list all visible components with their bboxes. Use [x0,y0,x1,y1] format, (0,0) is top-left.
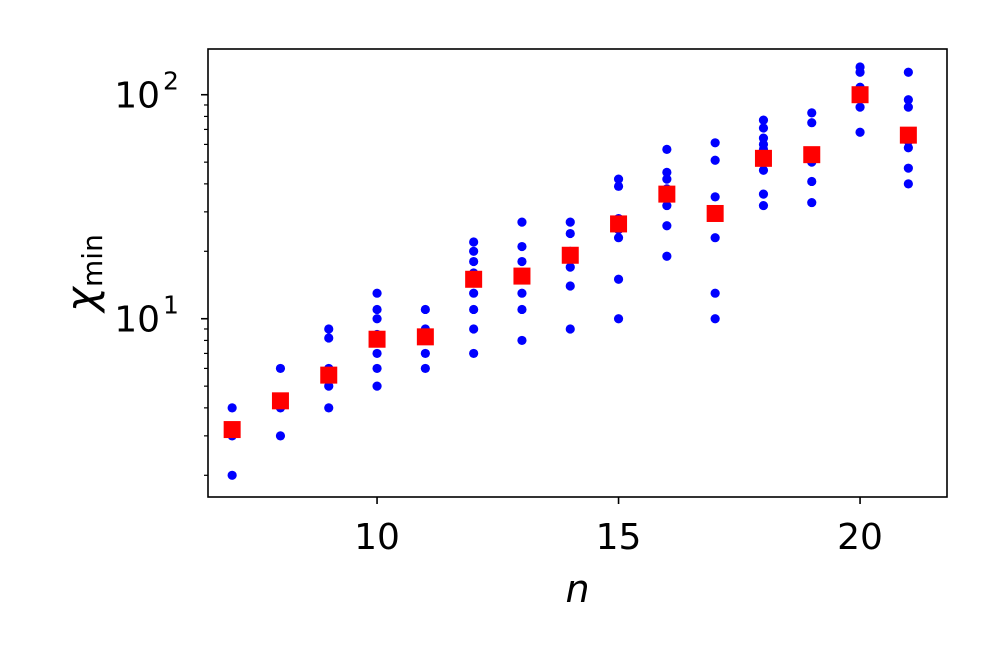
mean-point-13 [851,86,869,104]
sample-point-53 [613,274,624,284]
mean-point-7 [561,246,579,264]
sample-point-98 [903,179,913,189]
sample-point-67 [710,288,720,298]
y-tick-label-1: 10 [114,76,160,117]
sample-point-92 [903,95,913,105]
sample-point-54 [613,314,624,324]
sample-point-77 [758,200,769,211]
sample-point-78 [807,108,817,118]
sample-point-15 [372,348,382,359]
mean-point-12 [803,146,821,164]
sample-point-68 [710,314,720,324]
sample-point-11 [372,288,382,298]
sample-point-32 [517,217,527,227]
mean-point-4 [416,328,434,346]
sample-point-3 [275,363,286,374]
sample-point-34 [517,256,527,267]
sample-point-61 [662,221,672,231]
mean-point-1 [271,392,289,410]
sample-point-66 [710,233,720,243]
sample-point-18 [420,304,430,315]
sample-point-23 [469,237,479,247]
sample-point-40 [565,217,575,227]
sample-point-76 [758,189,769,199]
sample-point-37 [517,288,527,298]
sample-point-63 [710,138,720,148]
sample-point-89 [855,102,865,112]
sample-point-96 [903,143,913,153]
sample-point-41 [565,228,575,239]
sample-point-60 [662,200,672,211]
sample-point-22 [420,363,430,374]
sample-point-45 [565,281,575,291]
plot-frame [207,48,948,498]
sample-point-12 [372,304,382,315]
mean-point-14 [899,126,917,144]
sample-point-21 [420,348,430,359]
y-tick-exponent-0: 1 [163,291,179,320]
sample-point-93 [903,102,913,112]
sample-point-16 [372,363,382,374]
sample-point-5 [275,431,286,441]
sample-point-10 [324,403,334,413]
x-axis-ticks: 10 15 20 [354,497,883,558]
sample-point-91 [903,67,913,77]
y-tick-label-0: 10 [114,300,160,341]
sample-point-31 [469,348,479,359]
y-axis-label: χmin [57,234,109,314]
mean-point-9 [658,185,676,203]
sample-point-57 [662,174,672,184]
sample-point-85 [855,67,865,77]
sample-point-7 [324,333,334,343]
mean-point-5 [465,270,483,288]
sample-point-25 [469,256,479,267]
sample-point-97 [903,163,913,173]
sample-point-0 [227,403,237,413]
sample-point-44 [565,262,575,272]
sample-point-39 [517,335,527,346]
mean-point-8 [610,215,628,233]
data-marks [223,62,917,480]
sample-point-6 [324,324,334,334]
sample-point-65 [710,192,720,202]
sample-point-13 [372,314,382,324]
x-tick-label-1: 15 [596,517,642,558]
sample-point-83 [807,197,817,208]
y-tick-exponent-1: 2 [163,67,179,96]
sample-point-79 [807,118,817,128]
sample-point-46 [565,324,575,334]
sample-point-28 [469,288,479,298]
sample-point-17 [372,381,382,391]
sample-point-82 [807,176,817,187]
mean-point-0 [223,421,241,439]
sample-point-9 [324,381,334,391]
sample-point-2 [227,470,237,480]
sample-point-56 [662,167,672,178]
sample-point-33 [517,241,527,252]
mean-point-11 [754,149,772,167]
sample-point-52 [613,233,624,243]
mean-point-2 [320,366,338,384]
x-tick-label-2: 20 [837,517,883,558]
sample-point-24 [469,246,479,256]
x-axis-label: n [565,567,589,611]
sample-point-47 [613,174,624,184]
sample-point-29 [469,304,479,315]
mean-point-10 [706,204,724,222]
mean-point-3 [368,330,386,348]
sample-point-75 [758,165,769,175]
sample-point-38 [517,304,527,315]
sample-point-30 [469,324,479,334]
sample-point-64 [710,155,720,165]
sample-point-70 [758,123,769,133]
sample-point-90 [855,127,865,137]
sample-point-55 [662,144,672,155]
sample-point-48 [613,181,624,191]
mean-point-6 [513,267,531,285]
sample-point-69 [758,115,769,125]
x-tick-label-0: 10 [354,517,400,558]
sample-point-62 [662,251,672,261]
